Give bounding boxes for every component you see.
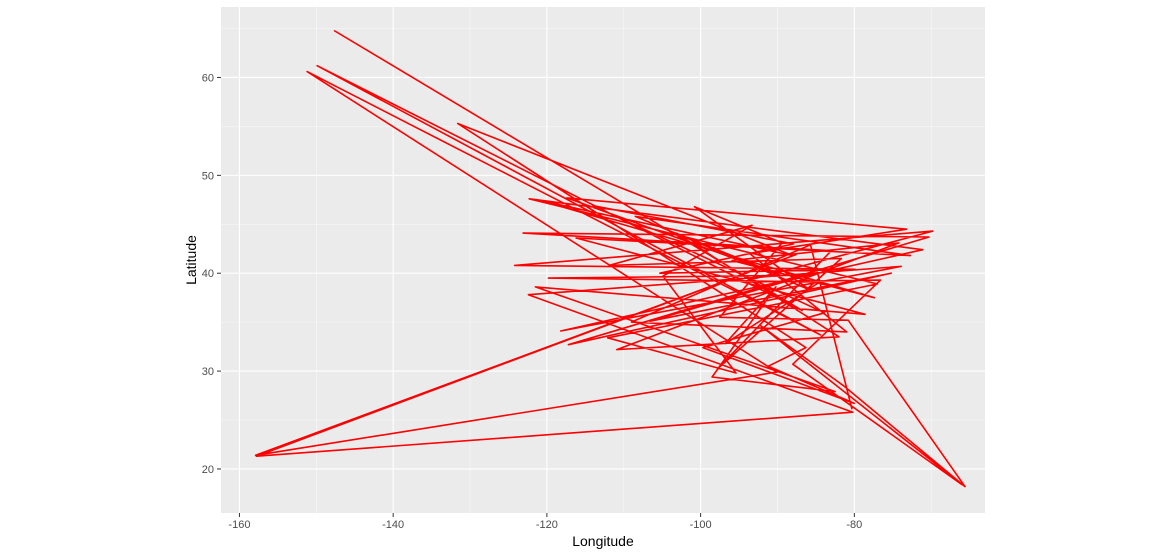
x-axis-title: Longitude <box>572 533 634 549</box>
y-tick-label: 30 <box>202 366 214 378</box>
x-tick-label: -160 <box>228 519 250 531</box>
y-tick-label: 60 <box>202 72 214 84</box>
series-line <box>254 29 966 488</box>
y-tick-label: 40 <box>202 268 214 280</box>
minor-gridlines <box>221 7 985 513</box>
x-tick-label: -80 <box>846 519 862 531</box>
y-tick-label: 20 <box>202 464 214 476</box>
x-tick-label: -140 <box>382 519 404 531</box>
x-tick-label: -100 <box>690 519 712 531</box>
y-axis: 20 30 40 50 60 <box>202 72 221 476</box>
y-tick-label: 50 <box>202 170 214 182</box>
x-axis: -160 -140 -120 -100 -80 <box>228 513 862 531</box>
x-tick-label: -120 <box>536 519 558 531</box>
y-axis-title: Latitude <box>183 235 199 285</box>
series-layer <box>254 29 966 488</box>
